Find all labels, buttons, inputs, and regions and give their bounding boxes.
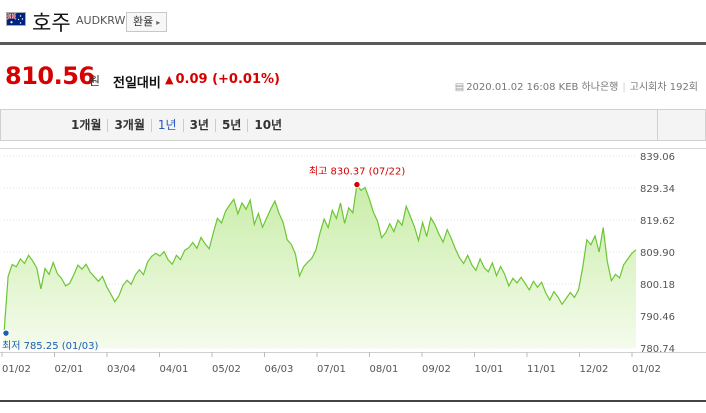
- quote-meta: ▤ 2020.01.02 16:08 KEB 하나은행 | 고시회차 192회: [455, 78, 698, 93]
- x-tick-label: 08/01: [370, 364, 399, 375]
- currency-header: 호주 AUDKRW 환율 ▸: [0, 0, 706, 45]
- y-tick-label: 780.74: [640, 344, 675, 355]
- tab-3-months[interactable]: 3개월: [107, 119, 150, 132]
- exchange-button-label: 환율: [133, 15, 154, 28]
- price-chart-svg: 839.06 829.34 819.62 809.90 800.18 790.46 780.…: [0, 148, 706, 375]
- chevron-right-icon: ▸: [156, 18, 161, 27]
- x-tick-label: 01/02: [2, 364, 31, 375]
- y-tick-label: 839.06: [640, 152, 675, 163]
- calendar-icon: ▤: [454, 82, 465, 93]
- footer-divider: [0, 400, 706, 402]
- x-tick-label: 11/01: [527, 364, 556, 375]
- x-tick-label: 10/01: [475, 364, 504, 375]
- currency-code: AUDKRW: [76, 14, 126, 27]
- y-tick-label: 829.34: [640, 184, 675, 195]
- x-tick-label: 12/02: [580, 364, 609, 375]
- australia-flag-icon: [6, 12, 26, 26]
- x-tick-label: 06/03: [265, 364, 294, 375]
- high-label: 최고 830.37 (07/22): [309, 166, 405, 178]
- bank-name: KEB 하나은행: [558, 82, 619, 93]
- y-tick-label: 819.62: [640, 216, 675, 227]
- x-tick-label: 02/01: [55, 364, 84, 375]
- price-change: ▲ 0.09 (+0.01%): [165, 72, 280, 87]
- tab-1-month[interactable]: 1개월: [71, 118, 102, 132]
- tab-3-years[interactable]: 3년: [182, 119, 215, 132]
- change-value: 0.09: [175, 72, 208, 87]
- low-point-marker: [2, 329, 10, 337]
- high-point-marker: [353, 180, 361, 189]
- up-triangle-icon: ▲: [165, 73, 174, 86]
- change-percent: (+0.01%): [212, 72, 280, 87]
- compare-label: 전일대비: [113, 76, 161, 91]
- price-chart[interactable]: 839.06 829.34 819.62 809.90 800.18 790.46 780.…: [0, 148, 706, 378]
- y-tick-label: 809.90: [640, 248, 675, 259]
- x-tick-label: 09/02: [422, 364, 451, 375]
- x-tick-label: 04/01: [160, 364, 189, 375]
- y-tick-label: 800.18: [640, 280, 675, 291]
- price-area: [4, 184, 636, 348]
- tab-10-years[interactable]: 10년: [247, 119, 288, 132]
- tab-1-year[interactable]: 1년: [150, 119, 183, 132]
- period-tab-bar: 1개월 3개월 1년 3년 5년 10년: [0, 109, 706, 141]
- currency-name: 호주: [32, 11, 71, 35]
- price-line: [3, 183, 637, 334]
- timestamp: 2020.01.02 16:08: [466, 82, 556, 93]
- period-tabs: 1개월 3개월 1년 3년 5년 10년: [69, 118, 288, 132]
- low-label: 최저 785.25 (01/03): [2, 340, 98, 352]
- x-tick-label: 05/02: [212, 364, 241, 375]
- y-tick-label: 790.46: [640, 312, 675, 323]
- tab-bar-end: [657, 110, 705, 140]
- exchange-button[interactable]: 환율 ▸: [126, 12, 168, 32]
- x-tick-label: 03/04: [107, 364, 136, 375]
- current-price: 810.56: [5, 62, 95, 90]
- price-unit: 원: [89, 74, 101, 88]
- divider: |: [622, 82, 626, 93]
- x-tick-label: 07/01: [317, 364, 346, 375]
- notice-round: 고시회차 192회: [629, 82, 698, 93]
- x-tick-label: 01/02: [632, 364, 661, 375]
- tab-5-years[interactable]: 5년: [214, 119, 247, 132]
